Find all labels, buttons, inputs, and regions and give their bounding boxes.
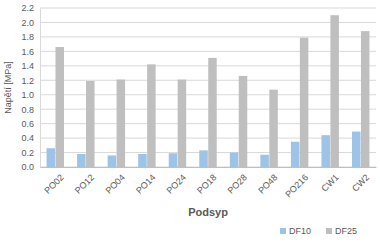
grid-line bbox=[40, 65, 376, 66]
legend-item: DF25 bbox=[326, 226, 357, 236]
y-tick: 0.2 bbox=[21, 148, 40, 158]
bar bbox=[138, 154, 146, 167]
x-tick-label: CW1 bbox=[319, 172, 340, 193]
x-tick: PO02 bbox=[42, 167, 65, 196]
bar bbox=[361, 31, 369, 167]
y-tick-label: 1.4 bbox=[21, 61, 34, 71]
bar bbox=[169, 153, 177, 167]
y-tick: 2.0 bbox=[21, 18, 40, 28]
y-tick-label: 1.0 bbox=[21, 90, 34, 100]
bar bbox=[300, 38, 308, 167]
x-tick-label: PO48 bbox=[256, 172, 279, 195]
y-tick-label: 1.6 bbox=[21, 47, 34, 57]
legend-swatch bbox=[326, 228, 332, 234]
bar bbox=[108, 155, 116, 167]
x-tick-label: PO18 bbox=[195, 172, 218, 195]
legend-item: DF10 bbox=[280, 226, 311, 236]
x-tick: PO28 bbox=[226, 167, 249, 196]
y-tick-label: 0.2 bbox=[21, 148, 34, 158]
x-tick-label: PO216 bbox=[283, 172, 310, 199]
series bbox=[55, 15, 369, 167]
x-tick-label: PO14 bbox=[134, 172, 157, 195]
y-tick-label: 0.6 bbox=[21, 119, 34, 129]
x-tick: PO48 bbox=[256, 167, 279, 196]
y-tick: 0.0 bbox=[21, 162, 40, 172]
chart: 0.0 0.2 0.4 0.6 0.8 1.0 1.2 1.4 1.6 1.8 2.0 2.2 PO02… bbox=[0, 0, 380, 242]
y-tick: 1.8 bbox=[21, 32, 40, 42]
x-tick-label: CW2 bbox=[350, 172, 371, 193]
x-tick: PO18 bbox=[195, 167, 218, 196]
x-tick: PO04 bbox=[103, 167, 126, 196]
bar bbox=[321, 135, 329, 167]
legend-label: DF25 bbox=[335, 226, 357, 236]
x-tick-label: PO02 bbox=[42, 172, 65, 195]
y-tick-label: 0.4 bbox=[21, 133, 34, 143]
bar bbox=[47, 148, 55, 167]
grid-line bbox=[40, 80, 376, 81]
y-axis-line bbox=[40, 9, 41, 168]
bar bbox=[208, 58, 216, 167]
x-tick-label: PO12 bbox=[73, 172, 96, 195]
bar bbox=[239, 76, 247, 167]
bar bbox=[260, 155, 268, 167]
bar bbox=[178, 80, 186, 167]
x-tick: PO24 bbox=[165, 167, 188, 196]
bar bbox=[291, 142, 299, 167]
grid-line bbox=[40, 22, 376, 23]
y-tick: 0.4 bbox=[21, 133, 40, 143]
grid-line bbox=[40, 36, 376, 37]
y-tick: 1.6 bbox=[21, 47, 40, 57]
y-tick: 1.2 bbox=[21, 76, 40, 86]
y-tick-label: 2.0 bbox=[21, 18, 34, 28]
bar bbox=[199, 150, 207, 167]
y-tick-label: 1.2 bbox=[21, 76, 34, 86]
y-tick-label: 0.0 bbox=[21, 162, 34, 172]
x-tick: PO14 bbox=[134, 167, 157, 196]
x-tick-label: PO24 bbox=[165, 172, 188, 195]
x-axis-title: Podsyp bbox=[188, 206, 228, 218]
bar bbox=[230, 153, 238, 167]
x-tick: PO12 bbox=[73, 167, 96, 196]
y-tick: 1.4 bbox=[21, 61, 40, 71]
legend-label: DF10 bbox=[289, 226, 311, 236]
grid-line bbox=[40, 8, 376, 9]
y-tick: 2.2 bbox=[21, 3, 40, 13]
y-tick: 0.8 bbox=[21, 105, 40, 115]
x-tick-label: PO04 bbox=[103, 172, 126, 195]
legend-swatch bbox=[280, 228, 286, 234]
bar bbox=[269, 90, 277, 167]
x-axis: PO02 PO12 PO04 PO14 PO24 PO18 PO28 PO48PO216 CW1… bbox=[41, 167, 377, 199]
grid bbox=[40, 8, 376, 167]
bar bbox=[55, 47, 63, 167]
bar bbox=[77, 154, 85, 167]
y-tick: 1.0 bbox=[21, 90, 40, 100]
grid-line bbox=[40, 51, 376, 52]
bars bbox=[47, 15, 370, 167]
y-tick-label: 2.2 bbox=[21, 3, 34, 13]
bar bbox=[352, 132, 360, 167]
x-tick: CW2 bbox=[350, 167, 371, 194]
x-tick: CW1 bbox=[319, 167, 340, 194]
bar bbox=[147, 64, 155, 167]
bar bbox=[117, 80, 125, 167]
y-tick: 0.6 bbox=[21, 119, 40, 129]
plot-area: 0.0 0.2 0.4 0.6 0.8 1.0 1.2 1.4 1.6 1.8 2.0 2.2 PO02… bbox=[21, 3, 376, 199]
y-tick-label: 0.8 bbox=[21, 105, 34, 115]
x-axis-line bbox=[41, 167, 377, 168]
y-tick-label: 1.8 bbox=[21, 32, 34, 42]
bar bbox=[330, 15, 338, 167]
legend: DF10 DF25 bbox=[280, 226, 357, 236]
x-tick: PO216 bbox=[283, 167, 310, 199]
y-axis-title: Napětí [MPa] bbox=[3, 61, 13, 114]
x-tick-label: PO28 bbox=[226, 172, 249, 195]
bar bbox=[86, 81, 94, 167]
y-axis: 0.0 0.2 0.4 0.6 0.8 1.0 1.2 1.4 1.6 1.8 2.0 2.2 bbox=[21, 3, 40, 172]
